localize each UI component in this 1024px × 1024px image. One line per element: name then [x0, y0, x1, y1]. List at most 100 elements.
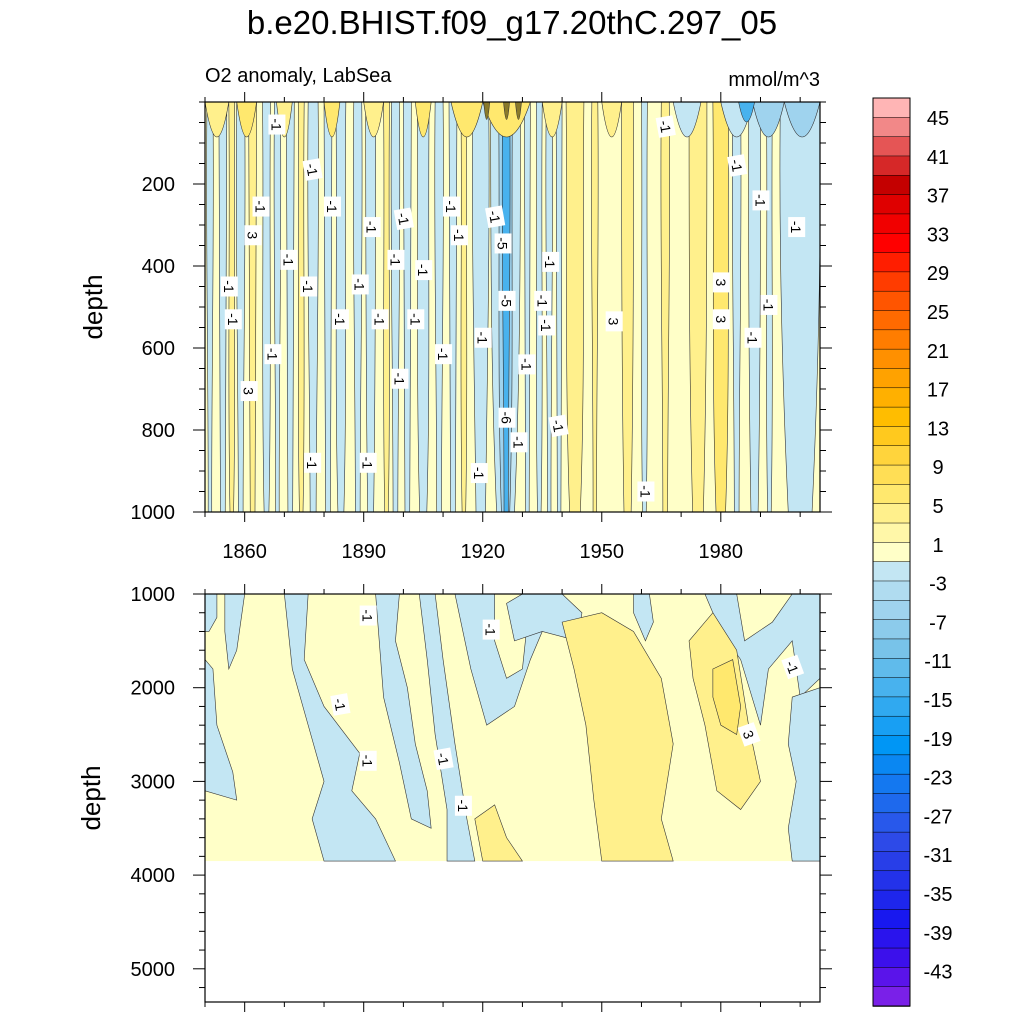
colorbar-label: 41: [927, 147, 949, 169]
contour-label-box: [712, 272, 730, 293]
y-tick-label: 400: [142, 256, 175, 278]
colorbar-swatch: [872, 715, 911, 737]
contour-label: -1: [450, 225, 468, 246]
contour-label: -1: [433, 747, 454, 771]
contour-label-text: -1: [394, 211, 412, 226]
contour-label-text: -1: [486, 209, 504, 224]
upper-contour-region: [335, 102, 347, 512]
y-tick-label: 600: [142, 338, 175, 360]
contour-label: -1: [788, 217, 806, 238]
upper-contour-region: [524, 102, 531, 512]
contour-label-text: -1: [451, 229, 467, 242]
colorbar-swatch: [872, 909, 911, 930]
upper-surface-region: [414, 102, 432, 138]
contour-label-text: -1: [471, 467, 487, 480]
colorbar-label: 33: [927, 224, 949, 246]
contour-label-box: [323, 196, 341, 217]
contour-label: -1: [252, 196, 270, 217]
contour-label-text: -1: [300, 280, 316, 293]
contour-label-text: 3: [241, 387, 257, 395]
contour-label-text: -1: [534, 295, 550, 308]
lower-plot-frame: [204, 593, 821, 1003]
colorbar-swatch: [872, 348, 911, 370]
contour-label: -1: [220, 276, 238, 297]
colorbar-swatch: [872, 175, 911, 196]
contour-label-text: -1: [364, 221, 380, 234]
contour-label-text: -1: [268, 118, 284, 131]
contour-label-text: -1: [415, 264, 431, 277]
contour-label-box: [737, 722, 761, 747]
contour-label: -1: [781, 654, 805, 680]
contour-label-box: [485, 205, 506, 229]
lower-ticks: 1000 2000 3000 4000 5000: [131, 584, 832, 1012]
contour-label: 3: [240, 381, 258, 402]
lower-contour-region: [561, 612, 674, 862]
colorbar-swatch: [872, 812, 911, 833]
colorbar-swatch: [872, 522, 911, 544]
upper-contour-region: [688, 102, 708, 512]
colorbar-swatch: [872, 117, 911, 138]
colorbar-swatch: [872, 870, 911, 891]
colorbar-label: 5: [932, 496, 943, 518]
contour-label-box: [494, 233, 512, 254]
colorbar-frame: [872, 97, 911, 1007]
contour-label-text: -1: [783, 658, 802, 675]
contour-label-box: [304, 452, 322, 473]
contour-label-text: 3: [713, 315, 729, 323]
colorbar-swatch: [872, 368, 911, 389]
contour-label-box: [415, 260, 433, 281]
x-tick-label: 1860: [222, 541, 267, 563]
contour-label-box: [240, 381, 258, 402]
y-tick-label: 4000: [131, 865, 176, 887]
contour-label-text: -1: [253, 200, 269, 213]
upper-surface-region: [601, 102, 622, 138]
colorbar-swatch: [872, 232, 911, 254]
contour-label: -1: [760, 294, 778, 315]
contour-label: -1: [752, 190, 770, 211]
colorbar-swatch: [872, 561, 911, 582]
colorbar-swatch: [872, 503, 911, 524]
upper-contour-region: [206, 102, 214, 512]
colorbar-swatch: [872, 600, 911, 621]
contour-label: -1: [510, 432, 528, 453]
contour-label: -1: [655, 115, 676, 138]
colorbar-label: -23: [924, 768, 953, 790]
contour-label-box: [454, 795, 472, 816]
upper-surface-region: [503, 102, 510, 120]
colorbar-label: -15: [924, 690, 953, 712]
contour-label-text: -1: [372, 313, 388, 326]
contour-label-text: -6: [499, 411, 515, 424]
lower-contour-region: [704, 594, 820, 726]
colorbar-swatch: [872, 97, 911, 119]
contour-label-text: -1: [280, 254, 296, 267]
contour-label-text: -1: [264, 348, 280, 361]
colorbar-swatch: [872, 290, 911, 312]
contour-label-box: [788, 217, 806, 238]
contour-label: -6: [498, 407, 516, 428]
contour-label: -1: [302, 158, 323, 181]
colorbar-swatch: [872, 658, 911, 679]
contour-label-text: -1: [637, 485, 653, 498]
contour-label-text: -1: [391, 373, 407, 386]
contour-label-text: -1: [360, 755, 376, 768]
contour-label-text: -1: [304, 457, 320, 470]
contour-label-box: [244, 225, 262, 246]
upper-contour-region: [555, 102, 563, 512]
contour-label-text: -1: [475, 332, 491, 345]
colorbar-label: 29: [927, 263, 949, 285]
contour-label-box: [280, 249, 298, 270]
contour-label-text: -1: [656, 119, 674, 134]
contour-label: -1: [359, 452, 377, 473]
contour-label-text: -1: [324, 200, 340, 213]
upper-contour-region: [748, 102, 761, 512]
lower-y-axis-label: depth: [76, 765, 106, 830]
contour-label-text: -1: [434, 751, 452, 766]
colorbar-swatch: [872, 406, 911, 428]
contour-label-box: [359, 452, 377, 473]
upper-contour-region: [248, 102, 257, 512]
contour-label: -1: [538, 315, 556, 336]
contour-label: -1: [542, 251, 560, 272]
upper-surface-region: [450, 102, 484, 138]
contour-label: -1: [744, 327, 762, 348]
